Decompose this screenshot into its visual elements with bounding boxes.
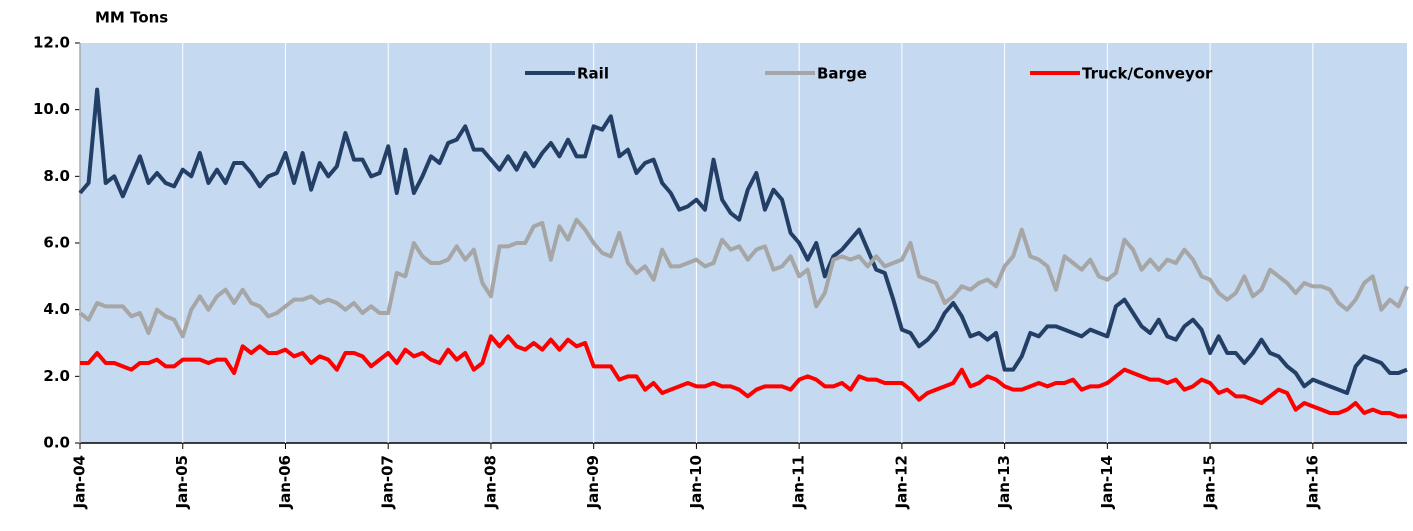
x-tick-label: Jan-11 bbox=[790, 455, 808, 509]
plot-area bbox=[80, 43, 1407, 443]
x-tick-label: Jan-15 bbox=[1201, 455, 1219, 509]
y-tick-label: 6.0 bbox=[43, 234, 70, 252]
x-tick-label: Jan-06 bbox=[276, 455, 294, 509]
x-tick-label: Jan-05 bbox=[173, 455, 191, 509]
x-tick-label: Jan-09 bbox=[584, 455, 602, 509]
y-tick-label: 2.0 bbox=[43, 367, 70, 385]
x-tick-label: Jan-07 bbox=[379, 455, 397, 509]
y-tick-label: 12.0 bbox=[33, 34, 70, 52]
y-tick-label: 8.0 bbox=[43, 167, 70, 185]
series-line bbox=[78, 87, 1408, 395]
x-tick-label: Jan-04 bbox=[71, 455, 89, 509]
x-tick-label: Jan-08 bbox=[481, 455, 499, 509]
series-line bbox=[80, 334, 1407, 419]
legend-label: Truck/Conveyor bbox=[1082, 65, 1213, 83]
y-tick-label: 10.0 bbox=[33, 100, 70, 118]
x-tick-label: Jan-14 bbox=[1098, 455, 1116, 509]
legend-label: Barge bbox=[817, 65, 867, 83]
y-tick-label: 0.0 bbox=[43, 434, 70, 452]
x-tick-label: Jan-10 bbox=[687, 455, 705, 509]
x-tick-label: Jan-13 bbox=[995, 455, 1013, 509]
x-tick-label: Jan-16 bbox=[1303, 455, 1321, 509]
y-axis-label: MM Tons bbox=[95, 9, 168, 27]
series-line bbox=[78, 217, 1409, 339]
x-tick-label: Jan-12 bbox=[892, 455, 910, 509]
legend-label: Rail bbox=[577, 65, 609, 83]
y-tick-label: 4.0 bbox=[43, 300, 70, 318]
